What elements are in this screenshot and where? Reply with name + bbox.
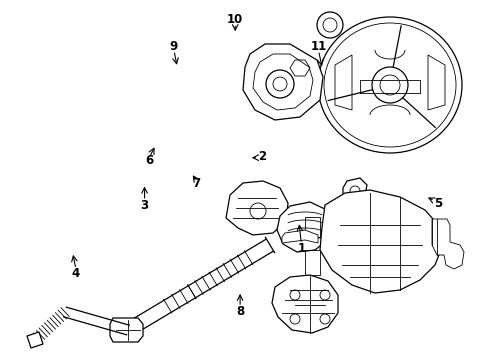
Polygon shape (272, 275, 338, 333)
Circle shape (317, 12, 343, 38)
Text: 8: 8 (236, 305, 244, 318)
Text: 9: 9 (170, 40, 178, 53)
Text: 11: 11 (310, 40, 327, 53)
Polygon shape (226, 181, 288, 235)
Text: 2: 2 (258, 150, 266, 163)
Polygon shape (243, 44, 323, 120)
Polygon shape (320, 190, 442, 293)
Text: 6: 6 (146, 154, 153, 167)
Polygon shape (27, 332, 43, 348)
Polygon shape (432, 219, 464, 269)
Text: 3: 3 (141, 199, 148, 212)
Text: 4: 4 (72, 267, 80, 280)
Text: 10: 10 (227, 13, 244, 26)
Text: 5: 5 (435, 197, 442, 210)
Text: 1: 1 (297, 242, 305, 255)
Polygon shape (343, 178, 367, 203)
Polygon shape (110, 318, 143, 342)
Text: 7: 7 (192, 177, 200, 190)
Ellipse shape (318, 17, 462, 153)
Polygon shape (282, 230, 318, 243)
Polygon shape (277, 202, 333, 252)
